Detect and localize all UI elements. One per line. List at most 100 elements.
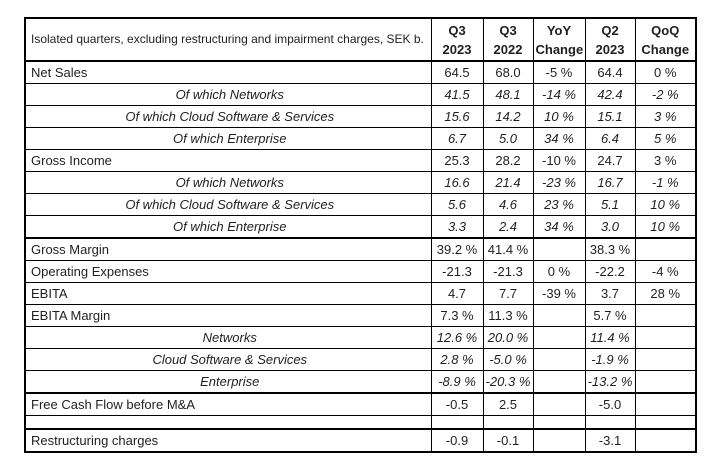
- value-cell: [532, 415, 586, 430]
- value-cell: 21.4: [482, 171, 534, 194]
- value-cell: -14 %: [532, 83, 586, 106]
- value-cell: 34 %: [532, 127, 586, 150]
- value-cell: 16.6: [430, 171, 484, 194]
- col-header-line1: YoY: [546, 22, 572, 38]
- value-cell: -5.0: [584, 392, 636, 416]
- value-cell: [532, 237, 586, 261]
- value-cell: 3.7: [584, 282, 636, 305]
- value-cell: 4.6: [482, 193, 534, 216]
- value-cell: [634, 370, 697, 394]
- value-cell: [584, 415, 636, 430]
- table-row: Restructuring charges -0.9 -0.1 -3.1: [24, 428, 697, 453]
- value-cell: 28.2: [482, 149, 534, 172]
- value-cell: 48.1: [482, 83, 534, 106]
- value-cell: 2.8 %: [430, 348, 484, 371]
- value-cell: 41.4 %: [482, 237, 534, 261]
- row-label: Restructuring charges: [24, 428, 432, 453]
- value-cell: -13.2 %: [584, 370, 636, 394]
- value-cell: [634, 392, 697, 416]
- value-cell: [634, 415, 697, 430]
- table-row: Of which Enterprise 3.3 2.4 34 % 3.0 10 %: [24, 215, 697, 239]
- value-cell: 5.0: [482, 127, 534, 150]
- col-header-line1: Q3: [499, 22, 517, 38]
- table-row: EBITA 4.7 7.7 -39 % 3.7 28 %: [24, 282, 697, 305]
- financial-results-table: Isolated quarters, excluding restructuri…: [24, 17, 697, 453]
- value-cell: 42.4: [584, 83, 636, 106]
- row-label: Cloud Software & Services: [24, 348, 432, 371]
- table-row: Networks 12.6 % 20.0 % 11.4 %: [24, 326, 697, 349]
- value-cell: 2.5: [482, 392, 534, 416]
- value-cell: -3.1: [584, 428, 636, 453]
- table-row: EBITA Margin 7.3 % 11.3 % 5.7 %: [24, 304, 697, 327]
- col-header-line1: Q3: [448, 22, 466, 38]
- value-cell: 28 %: [634, 282, 697, 305]
- value-cell: 5.1: [584, 193, 636, 216]
- row-label: EBITA: [24, 282, 432, 305]
- value-cell: -1 %: [634, 171, 697, 194]
- table-row: [24, 415, 697, 430]
- col-header-line2: Change: [641, 41, 690, 57]
- value-cell: 11.4 %: [584, 326, 636, 349]
- value-cell: [430, 415, 484, 430]
- row-label: Of which Enterprise: [24, 215, 432, 239]
- value-cell: 23 %: [532, 193, 586, 216]
- value-cell: [532, 370, 586, 394]
- col-header-line2: Change: [535, 41, 584, 57]
- table-row: Cloud Software & Services 2.8 % -5.0 % -1.9…: [24, 348, 697, 371]
- table-row: Enterprise -8.9 % -20.3 % -13.2 %: [24, 370, 697, 394]
- row-label: Of which Networks: [24, 171, 432, 194]
- header-row: Isolated quarters, excluding restructuri…: [24, 17, 697, 62]
- row-label: Gross Income: [24, 149, 432, 172]
- table-row: Of which Enterprise 6.7 5.0 34 % 6.4 5 %: [24, 127, 697, 150]
- value-cell: 0 %: [634, 60, 697, 84]
- value-cell: 10 %: [634, 193, 697, 216]
- row-label: Gross Margin: [24, 237, 432, 261]
- value-cell: -10 %: [532, 149, 586, 172]
- value-cell: -1.9 %: [584, 348, 636, 371]
- table-row: Gross Margin 39.2 % 41.4 % 38.3 %: [24, 237, 697, 261]
- value-cell: 5.6: [430, 193, 484, 216]
- value-cell: [532, 392, 586, 416]
- value-cell: 39.2 %: [430, 237, 484, 261]
- value-cell: [532, 428, 586, 453]
- value-cell: -20.3 %: [482, 370, 534, 394]
- row-label: Of which Cloud Software & Services: [24, 193, 432, 216]
- value-cell: 25.3: [430, 149, 484, 172]
- value-cell: 15.6: [430, 105, 484, 128]
- row-label: EBITA Margin: [24, 304, 432, 327]
- row-label: Of which Networks: [24, 83, 432, 106]
- value-cell: 38.3 %: [584, 237, 636, 261]
- row-label: Net Sales: [24, 60, 432, 84]
- value-cell: 2.4: [482, 215, 534, 239]
- value-cell: 64.5: [430, 60, 484, 84]
- value-cell: 34 %: [532, 215, 586, 239]
- value-cell: -4 %: [634, 260, 697, 283]
- value-cell: [482, 415, 534, 430]
- value-cell: [634, 304, 697, 327]
- value-cell: -23 %: [532, 171, 586, 194]
- value-cell: 6.7: [430, 127, 484, 150]
- value-cell: 12.6 %: [430, 326, 484, 349]
- col-header-q3-2022: Q3 2022: [482, 17, 534, 62]
- table-row: Of which Cloud Software & Services 15.6 14…: [24, 105, 697, 128]
- value-cell: -39 %: [532, 282, 586, 305]
- table-row: Net Sales 64.5 68.0 -5 % 64.4 0 %: [24, 60, 697, 84]
- value-cell: -0.5: [430, 392, 484, 416]
- value-cell: 11.3 %: [482, 304, 534, 327]
- value-cell: 7.7: [482, 282, 534, 305]
- table-body: Net Sales 64.5 68.0 -5 % 64.4 0 % Of which Net…: [24, 60, 697, 453]
- table-row: Operating Expenses -21.3 -21.3 0 % -22.2 -4 %: [24, 260, 697, 283]
- value-cell: 15.1: [584, 105, 636, 128]
- value-cell: 10 %: [532, 105, 586, 128]
- value-cell: 3.3: [430, 215, 484, 239]
- col-header-yoy-change: YoY Change: [532, 17, 586, 62]
- value-cell: 16.7: [584, 171, 636, 194]
- value-cell: 4.7: [430, 282, 484, 305]
- value-cell: 3 %: [634, 105, 697, 128]
- value-cell: 68.0: [482, 60, 534, 84]
- value-cell: 6.4: [584, 127, 636, 150]
- col-header-line2: 2023: [442, 41, 472, 57]
- table-row: Of which Networks 41.5 48.1 -14 % 42.4 -2 %: [24, 83, 697, 106]
- value-cell: 3.0: [584, 215, 636, 239]
- value-cell: 41.5: [430, 83, 484, 106]
